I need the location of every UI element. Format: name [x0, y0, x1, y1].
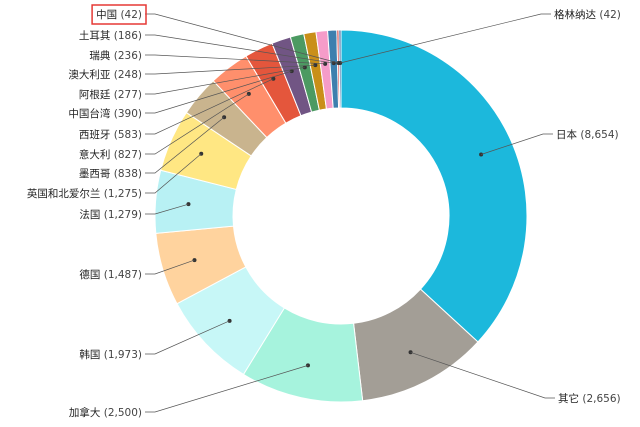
slice-label-name: 意大利 — [79, 148, 114, 161]
slice-label: 韩国 (1,973) — [79, 348, 142, 361]
slice-label-name: 德国 — [79, 268, 103, 281]
leader-line — [145, 153, 202, 194]
slice-label: 中国台湾 (390) — [68, 107, 142, 120]
chart-slices — [154, 29, 528, 403]
leader-line — [145, 78, 274, 135]
slice-label: 加拿大 (2,500) — [69, 406, 142, 419]
chart-labels: 日本 (8,654) 其它 (2,656) 加拿大 (2,500) 韩国 (1,973… — [27, 4, 621, 419]
slice-label: 英国和北爱尔兰 (1,275) — [27, 187, 142, 200]
slice-label: 瑞典 (236) — [89, 49, 142, 62]
slice-label-value: (42) — [120, 9, 142, 21]
leader-line — [145, 320, 230, 355]
leader-line — [145, 365, 309, 413]
slice-label: 法国 (1,279) — [79, 208, 142, 221]
slice-label-name: 日本 — [556, 128, 580, 141]
slice-label-name: 格林纳达 — [554, 8, 599, 21]
slice-label-value: (838) — [114, 168, 142, 180]
slice-label: 阿根廷 (277) — [79, 88, 142, 101]
leader-line — [410, 351, 555, 399]
slice-1[interactable] — [340, 29, 528, 343]
leader-line — [145, 34, 334, 64]
slice-label: 德国 (1,487) — [79, 268, 142, 281]
slice-label-name: 土耳其 — [79, 29, 114, 42]
slice-label: 中国 (42) — [96, 8, 142, 21]
slice-label-name: 澳大利亚 — [68, 68, 113, 81]
slice-label: 意大利 (827) — [79, 148, 142, 161]
leader-line — [145, 54, 326, 65]
leader-line — [145, 66, 305, 95]
slice-label-name: 韩国 — [79, 348, 103, 361]
leader-line — [145, 93, 250, 155]
slice-label-value: (2,500) — [104, 407, 142, 419]
leader-line — [145, 203, 189, 215]
leader-line — [145, 13, 339, 64]
slice-label-name: 中国台湾 — [68, 107, 113, 120]
slice-label-value: (236) — [114, 50, 142, 62]
slice-label-name: 阿根廷 — [79, 88, 114, 101]
slice-label-value: (1,487) — [104, 269, 142, 281]
slice-label-value: (42) — [599, 9, 621, 21]
slice-label-name: 加拿大 — [69, 406, 104, 419]
slice-label: 土耳其 (186) — [79, 29, 142, 42]
leader-line — [145, 64, 316, 75]
slice-label-name: 西班牙 — [79, 129, 114, 141]
slice-label: 格林纳达 (42) — [554, 8, 621, 21]
slice-label-value: (186) — [114, 30, 142, 42]
chart-leader-lines — [145, 13, 555, 413]
highlight-box — [91, 4, 147, 25]
slice-label: 日本 (8,654) — [556, 128, 619, 141]
slice-label-name: 墨西哥 — [79, 168, 114, 180]
slice-label-name: 瑞典 — [89, 49, 113, 62]
leader-line — [145, 116, 225, 174]
slice-label: 澳大利亚 (248) — [68, 68, 142, 81]
slice-label-value: (583) — [114, 129, 142, 141]
slice-label-value: (248) — [114, 69, 142, 81]
leader-line — [145, 70, 292, 114]
slice-label-value: (390) — [114, 108, 142, 120]
slice-label-value: (827) — [114, 149, 142, 161]
slice-label: 西班牙 (583) — [79, 129, 142, 141]
slice-label-value: (1,973) — [104, 349, 142, 361]
leader-line — [480, 133, 553, 155]
slice-label-name: 英国和北爱尔兰 — [27, 187, 104, 200]
slice-label-value: (8,654) — [580, 129, 618, 141]
slice-label: 墨西哥 (838) — [79, 168, 142, 180]
slice-label-value: (277) — [114, 89, 142, 101]
leader-line — [145, 259, 195, 275]
slice-label-name: 中国 — [96, 8, 120, 21]
slice-label: 其它 (2,656) — [558, 392, 621, 405]
slice-label-name: 法国 — [79, 208, 103, 221]
leader-line — [340, 13, 551, 64]
slice-label-value: (2,656) — [582, 393, 620, 405]
slice-label-value: (1,279) — [104, 209, 142, 221]
slice-17[interactable] — [338, 29, 342, 109]
slice-label-name: 其它 — [558, 392, 582, 405]
slice-label-value: (1,275) — [104, 188, 142, 200]
